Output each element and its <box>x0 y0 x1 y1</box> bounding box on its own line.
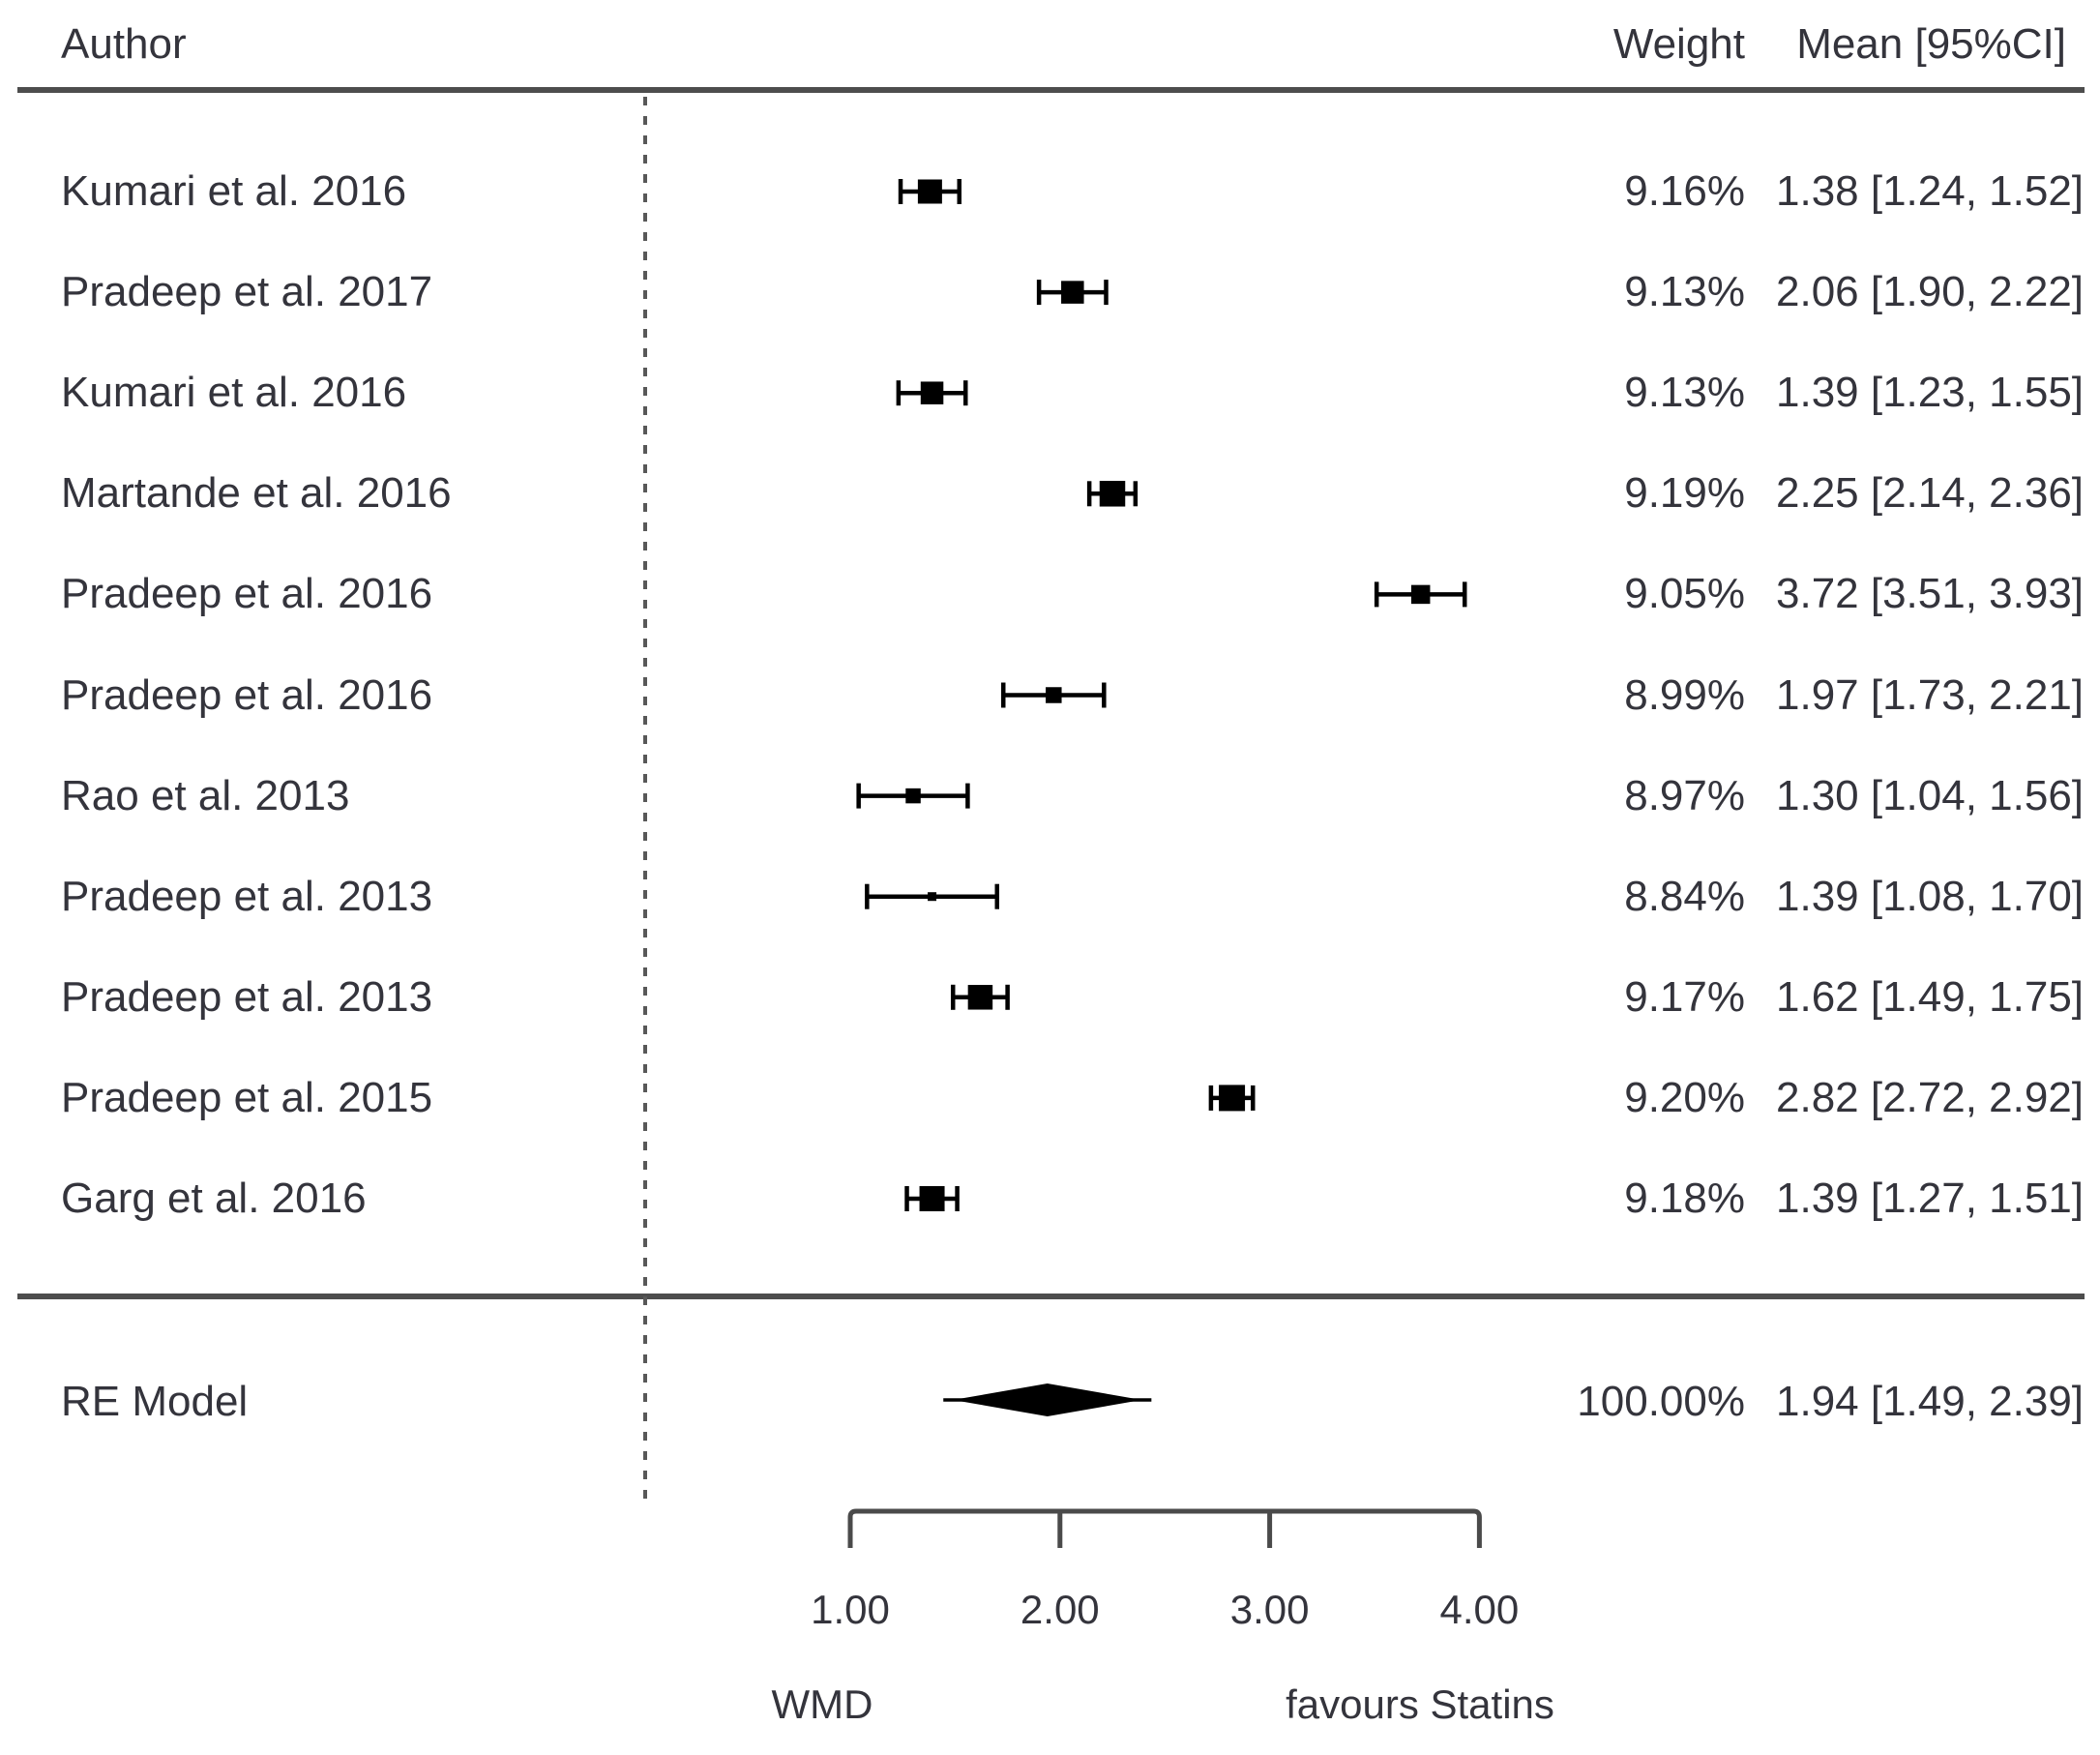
point-estimate-square <box>1046 687 1062 703</box>
mean-ci-value: 1.39 [1.08, 1.70] <box>1776 872 2085 920</box>
author-label: Pradeep et al. 2017 <box>61 268 433 316</box>
point-estimate-square <box>928 892 937 902</box>
author-label: Rao et al. 2013 <box>61 771 350 819</box>
mean-ci-value: 1.39 [1.23, 1.55] <box>1776 369 2085 417</box>
x-axis-line <box>847 1508 1482 1548</box>
author-label: Pradeep et al. 2015 <box>61 1073 433 1121</box>
weight-value: 9.13% <box>1624 268 1745 316</box>
author-column-header: Author <box>61 20 187 68</box>
point-estimate-square <box>917 179 942 204</box>
weight-value: 9.05% <box>1624 570 1745 618</box>
summary-weight-value: 100.00% <box>1577 1378 1745 1425</box>
weight-column-header: Weight <box>1612 20 1745 68</box>
mean-ci-value: 2.82 [2.72, 2.92] <box>1776 1073 2085 1121</box>
author-label: Pradeep et al. 2013 <box>61 972 433 1021</box>
weight-value: 9.13% <box>1624 369 1745 417</box>
author-label: Martande et al. 2016 <box>61 469 452 518</box>
author-label: Kumari et al. 2016 <box>61 167 407 215</box>
summary-divider-line <box>17 1294 2085 1299</box>
point-estimate-square <box>1099 481 1126 507</box>
axis-tick-label: 4.00 <box>1439 1587 1520 1632</box>
axis-tick-label: 1.00 <box>811 1587 890 1632</box>
axis-label-favours-statins: favours Statins <box>1286 1681 1554 1727</box>
zero-reference-line <box>643 97 647 1500</box>
axis-tick-label: 2.00 <box>1020 1587 1100 1632</box>
point-estimate-square <box>920 381 944 404</box>
mean-ci-value: 1.30 [1.04, 1.56] <box>1776 771 2085 819</box>
summary-mean-ci-value: 1.94 [1.49, 2.39] <box>1776 1378 2085 1425</box>
point-estimate-square <box>1061 281 1084 304</box>
mean-ci-value: 1.97 [1.73, 2.21] <box>1776 670 2085 719</box>
summary-model-label: RE Model <box>61 1378 249 1425</box>
weight-value: 9.16% <box>1624 167 1745 215</box>
weight-value: 8.97% <box>1624 771 1745 819</box>
mean-ci-value: 1.62 [1.49, 1.75] <box>1776 972 2085 1021</box>
author-label: Kumari et al. 2016 <box>61 369 407 417</box>
author-label: Pradeep et al. 2016 <box>61 570 433 618</box>
weight-value: 9.18% <box>1624 1175 1745 1222</box>
mean-ci-value: 1.39 [1.27, 1.51] <box>1776 1175 2085 1222</box>
axis-tick-label: 3.00 <box>1229 1587 1310 1632</box>
point-estimate-square <box>905 788 921 804</box>
weight-value: 9.19% <box>1624 469 1745 518</box>
point-estimate-square <box>1219 1085 1246 1112</box>
summary-diamond <box>953 1383 1142 1416</box>
point-estimate-square <box>967 985 993 1010</box>
header-divider-line <box>17 87 2085 93</box>
author-label: Pradeep et al. 2016 <box>61 670 433 719</box>
author-label: Pradeep et al. 2013 <box>61 872 433 920</box>
mean-ci-value: 1.38 [1.24, 1.52] <box>1776 167 2085 215</box>
point-estimate-square <box>919 1186 945 1211</box>
mean-ci-value: 3.72 [3.51, 3.93] <box>1776 570 2085 618</box>
mean-ci-column-header: Mean [95%CI] <box>1796 20 2066 68</box>
mean-ci-value: 2.25 [2.14, 2.36] <box>1776 469 2085 518</box>
point-estimate-square <box>1410 584 1431 605</box>
weight-value: 9.17% <box>1624 972 1745 1021</box>
author-label: Garg et al. 2016 <box>61 1175 367 1222</box>
weight-value: 8.84% <box>1624 872 1745 920</box>
axis-label-wmd: WMD <box>771 1681 873 1727</box>
mean-ci-value: 2.06 [1.90, 2.22] <box>1776 268 2085 316</box>
weight-value: 9.20% <box>1624 1073 1745 1121</box>
weight-value: 8.99% <box>1624 670 1745 719</box>
